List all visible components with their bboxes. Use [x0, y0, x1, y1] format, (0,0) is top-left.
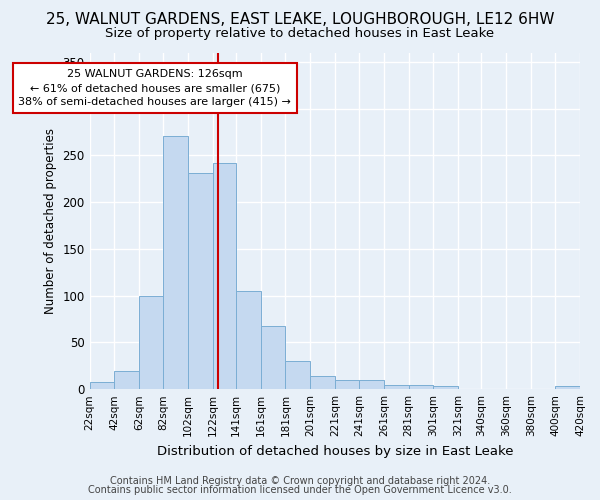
Bar	[384, 386, 409, 389]
Bar	[261, 326, 286, 389]
Bar	[286, 361, 310, 389]
Bar	[556, 386, 580, 389]
Text: Size of property relative to detached houses in East Leake: Size of property relative to detached ho…	[106, 28, 494, 40]
Bar	[114, 372, 139, 389]
X-axis label: Distribution of detached houses by size in East Leake: Distribution of detached houses by size …	[157, 444, 513, 458]
Bar	[188, 173, 213, 389]
Bar	[236, 291, 261, 389]
Y-axis label: Number of detached properties: Number of detached properties	[44, 128, 57, 314]
Bar	[139, 296, 163, 389]
Bar	[310, 376, 335, 389]
Text: 25, WALNUT GARDENS, EAST LEAKE, LOUGHBOROUGH, LE12 6HW: 25, WALNUT GARDENS, EAST LEAKE, LOUGHBOR…	[46, 12, 554, 28]
Bar	[359, 380, 384, 389]
Bar	[163, 136, 188, 389]
Bar	[433, 386, 458, 389]
Text: Contains public sector information licensed under the Open Government Licence v3: Contains public sector information licen…	[88, 485, 512, 495]
Bar	[409, 386, 433, 389]
Bar	[89, 382, 114, 389]
Text: Contains HM Land Registry data © Crown copyright and database right 2024.: Contains HM Land Registry data © Crown c…	[110, 476, 490, 486]
Bar	[213, 163, 236, 389]
Text: 25 WALNUT GARDENS: 126sqm
← 61% of detached houses are smaller (675)
38% of semi: 25 WALNUT GARDENS: 126sqm ← 61% of detac…	[19, 69, 291, 107]
Bar	[335, 380, 359, 389]
